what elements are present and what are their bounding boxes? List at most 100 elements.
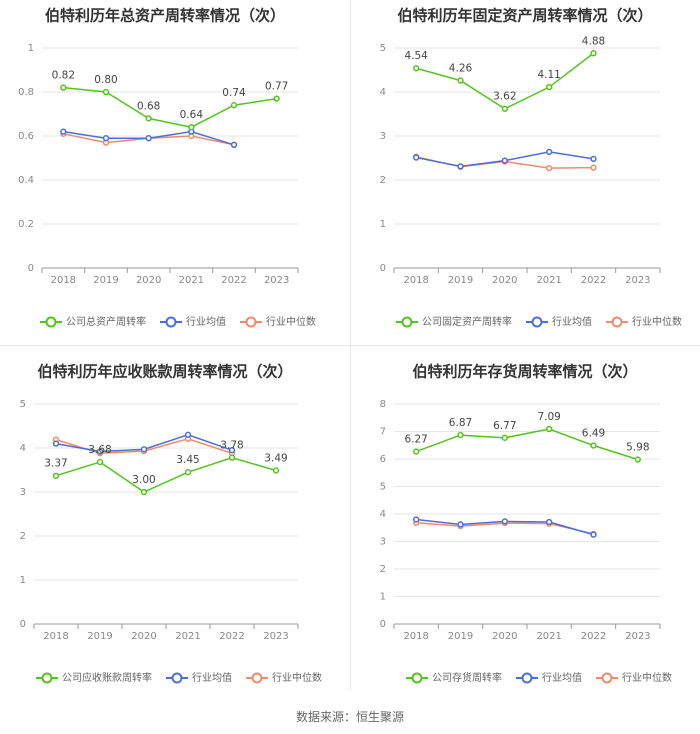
x-tick-label: 2022 [581, 631, 606, 642]
x-tick-label: 2023 [263, 631, 288, 642]
data-label: 3.00 [132, 474, 155, 486]
legend-industry-average-marker [521, 672, 533, 684]
legend-industry-median-marker [611, 316, 623, 328]
x-tick-label: 2022 [221, 275, 246, 286]
y-tick-label: 1 [28, 43, 34, 54]
y-tick-label: 8 [380, 399, 386, 410]
legend-industry-median-label: 行业中位数 [266, 315, 316, 328]
data-point [52, 472, 60, 479]
data-label: 7.09 [537, 411, 560, 423]
data-label: 0.64 [180, 109, 204, 121]
legend-industry-median-label: 行业中位数 [632, 315, 682, 328]
data-point [501, 518, 508, 525]
y-tick-label: 0.8 [18, 87, 34, 98]
legend-company-marker [45, 316, 57, 328]
x-tick-label: 2019 [93, 275, 118, 286]
data-point [145, 135, 152, 142]
chart-title: 伯特利历年固定资产周转率情况（次） [397, 7, 652, 25]
data-point [590, 164, 597, 171]
y-tick-label: 7 [380, 427, 386, 438]
data-point [230, 102, 238, 109]
y-tick-label: 2 [380, 175, 386, 186]
data-point [60, 128, 67, 135]
x-tick-label: 2018 [43, 631, 68, 642]
y-tick-label: 4 [380, 509, 386, 520]
y-tick-label: 3 [380, 131, 386, 142]
data-label: 0.74 [222, 87, 246, 99]
y-tick-label: 6 [380, 454, 386, 465]
data-label: 3.62 [493, 91, 516, 103]
series-line-company [63, 86, 277, 128]
data-label: 6.87 [449, 417, 472, 429]
data-point [230, 141, 238, 148]
data-point [590, 155, 597, 163]
legend-industry-average-label: 行业均值 [542, 671, 582, 684]
legend-industry-median-marker [251, 672, 263, 684]
y-tick-label: 1 [380, 219, 386, 230]
data-point [52, 440, 60, 447]
x-tick-label: 2021 [536, 275, 561, 286]
data-label: 6.77 [493, 420, 516, 432]
x-tick-label: 2018 [403, 631, 428, 642]
x-tick-label: 2021 [175, 631, 200, 642]
y-tick-label: 4 [20, 443, 26, 454]
x-tick-label: 2023 [625, 275, 650, 286]
data-point [546, 425, 553, 433]
data-point [102, 88, 110, 96]
y-tick-label: 0.4 [18, 175, 34, 186]
series-line-company [415, 428, 639, 461]
x-tick-label: 2021 [536, 631, 561, 642]
y-tick-label: 0.6 [18, 131, 34, 142]
legend-company-label: 公司固定资产周转率 [422, 315, 512, 328]
y-tick-label: 0 [380, 263, 386, 274]
data-point [184, 469, 192, 476]
legend-company-marker [401, 316, 413, 328]
legend-company-label: 公司存货周转率 [432, 671, 502, 684]
y-tick-label: 4 [380, 87, 386, 98]
data-point [272, 467, 280, 474]
y-tick-label: 5 [380, 43, 386, 54]
data-point [457, 521, 464, 528]
y-tick-label: 0 [380, 619, 386, 630]
data-point [228, 447, 236, 454]
legend-industry-average-marker [165, 316, 177, 328]
legend-industry-average-marker [531, 316, 543, 328]
data-point [546, 148, 553, 155]
data-point [145, 115, 152, 122]
x-tick-label: 2023 [625, 631, 650, 642]
x-tick-label: 2022 [581, 275, 606, 286]
data-point [501, 434, 508, 441]
legend-industry-median-marker [601, 672, 613, 684]
data-label: 0.68 [137, 100, 160, 112]
legend-company-marker [41, 672, 53, 684]
data-label: 4.88 [582, 35, 605, 47]
data-point [457, 163, 464, 170]
data-label: 3.49 [264, 452, 287, 464]
legend-industry-average-label: 行业均值 [186, 315, 226, 328]
chart-title: 伯特利历年应收账款周转率情况（次） [37, 363, 292, 381]
legend-industry-median-marker [245, 316, 257, 328]
data-point [634, 456, 641, 463]
data-point [501, 157, 508, 164]
legend-company-label: 公司总资产周转率 [66, 315, 146, 328]
data-label: 6.49 [582, 428, 605, 440]
data-point [96, 448, 104, 455]
x-tick-label: 2018 [403, 275, 428, 286]
x-tick-label: 2019 [448, 631, 473, 642]
data-point [590, 442, 597, 449]
y-tick-label: 3 [380, 537, 386, 548]
data-point [188, 124, 195, 131]
data-point [546, 164, 553, 172]
legend-industry-median-label: 行业中位数 [622, 671, 672, 684]
legend-industry-average-marker [171, 672, 183, 684]
legend-company-marker [411, 672, 423, 684]
data-point [273, 95, 280, 102]
x-tick-label: 2020 [136, 275, 161, 286]
chart-title: 伯特利历年存货周转率情况（次） [412, 363, 637, 381]
x-tick-label: 2022 [219, 631, 244, 642]
x-tick-label: 2020 [492, 275, 517, 286]
data-label: 0.80 [94, 74, 117, 86]
data-label: 4.11 [537, 69, 560, 81]
data-label: 4.26 [449, 63, 473, 75]
